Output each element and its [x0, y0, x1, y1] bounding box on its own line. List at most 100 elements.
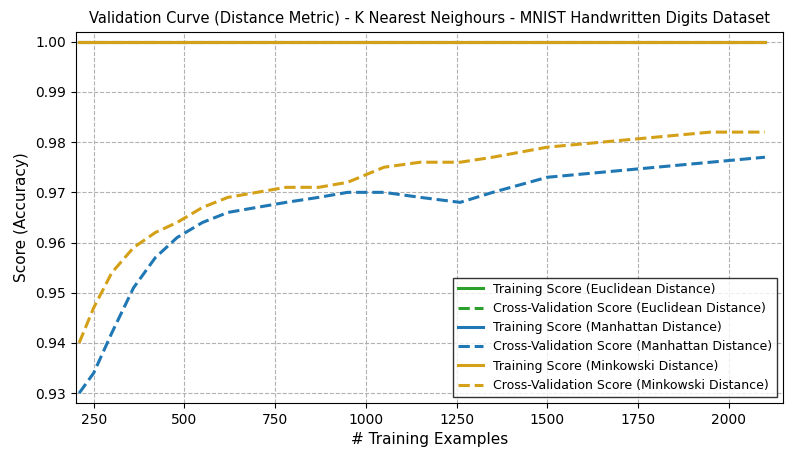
Training Score (Euclidean Distance) [706, 39, 716, 44]
Training Score (Manhattan Distance) [416, 39, 425, 44]
Training Score (Manhattan Distance) [129, 39, 138, 44]
Cross-Validation Score (Minkowski Distance) [150, 230, 160, 235]
Cross-Validation Score (Manhattan Distance) [343, 190, 352, 195]
Cross-Validation Score (Manhattan Distance) [129, 285, 138, 290]
Training Score (Minkowski Distance) [456, 39, 465, 44]
Cross-Validation Score (Euclidean Distance) [75, 39, 84, 44]
Training Score (Euclidean Distance) [198, 39, 207, 44]
Training Score (Minkowski Distance) [597, 39, 607, 44]
Cross-Validation Score (Euclidean Distance) [107, 39, 117, 44]
Cross-Validation Score (Minkowski Distance) [706, 130, 716, 135]
Training Score (Manhattan Distance) [760, 39, 770, 44]
Training Score (Manhattan Distance) [314, 39, 324, 44]
Cross-Validation Score (Euclidean Distance) [760, 39, 770, 44]
Training Score (Euclidean Distance) [651, 39, 661, 44]
Cross-Validation Score (Manhattan Distance) [651, 164, 661, 170]
Training Score (Minkowski Distance) [314, 39, 324, 44]
Training Score (Euclidean Distance) [281, 39, 291, 44]
Cross-Validation Score (Manhattan Distance) [379, 190, 389, 195]
Training Score (Manhattan Distance) [252, 39, 262, 44]
Cross-Validation Score (Manhattan Distance) [456, 200, 465, 205]
Y-axis label: Score (Accuracy): Score (Accuracy) [14, 153, 29, 282]
Training Score (Manhattan Distance) [75, 39, 84, 44]
Training Score (Euclidean Distance) [343, 39, 352, 44]
Training Score (Minkowski Distance) [75, 39, 84, 44]
Training Score (Manhattan Distance) [173, 39, 182, 44]
Title: Validation Curve (Distance Metric) - K Nearest Neighours - MNIST Handwritten Dig: Validation Curve (Distance Metric) - K N… [89, 11, 770, 26]
Cross-Validation Score (Manhattan Distance) [542, 174, 552, 180]
Cross-Validation Score (Euclidean Distance) [597, 39, 607, 44]
Line: Cross-Validation Score (Manhattan Distance): Cross-Validation Score (Manhattan Distan… [80, 157, 765, 393]
Cross-Validation Score (Euclidean Distance) [150, 39, 160, 44]
Training Score (Manhattan Distance) [597, 39, 607, 44]
Cross-Validation Score (Minkowski Distance) [173, 220, 182, 225]
Cross-Validation Score (Euclidean Distance) [651, 39, 661, 44]
Cross-Validation Score (Minkowski Distance) [651, 135, 661, 140]
Training Score (Minkowski Distance) [252, 39, 262, 44]
Training Score (Euclidean Distance) [223, 39, 233, 44]
Cross-Validation Score (Euclidean Distance) [89, 39, 99, 44]
Cross-Validation Score (Minkowski Distance) [223, 195, 233, 200]
Training Score (Minkowski Distance) [542, 39, 552, 44]
Training Score (Minkowski Distance) [343, 39, 352, 44]
Cross-Validation Score (Minkowski Distance) [542, 145, 552, 150]
Cross-Validation Score (Euclidean Distance) [314, 39, 324, 44]
Cross-Validation Score (Manhattan Distance) [416, 195, 425, 200]
Cross-Validation Score (Minkowski Distance) [456, 159, 465, 165]
Training Score (Manhattan Distance) [379, 39, 389, 44]
Cross-Validation Score (Euclidean Distance) [173, 39, 182, 44]
Cross-Validation Score (Minkowski Distance) [129, 245, 138, 250]
Cross-Validation Score (Manhattan Distance) [597, 169, 607, 175]
Cross-Validation Score (Euclidean Distance) [379, 39, 389, 44]
Cross-Validation Score (Euclidean Distance) [198, 39, 207, 44]
Cross-Validation Score (Minkowski Distance) [281, 185, 291, 190]
Training Score (Manhattan Distance) [542, 39, 552, 44]
Cross-Validation Score (Minkowski Distance) [379, 164, 389, 170]
Cross-Validation Score (Euclidean Distance) [488, 39, 498, 44]
Training Score (Minkowski Distance) [416, 39, 425, 44]
Training Score (Manhattan Distance) [198, 39, 207, 44]
Training Score (Euclidean Distance) [150, 39, 160, 44]
Training Score (Euclidean Distance) [379, 39, 389, 44]
Line: Cross-Validation Score (Minkowski Distance): Cross-Validation Score (Minkowski Distan… [80, 132, 765, 343]
Training Score (Manhattan Distance) [343, 39, 352, 44]
Training Score (Minkowski Distance) [223, 39, 233, 44]
Cross-Validation Score (Manhattan Distance) [281, 200, 291, 205]
Training Score (Euclidean Distance) [456, 39, 465, 44]
Cross-Validation Score (Euclidean Distance) [343, 39, 352, 44]
Training Score (Minkowski Distance) [706, 39, 716, 44]
Training Score (Euclidean Distance) [173, 39, 182, 44]
Cross-Validation Score (Minkowski Distance) [597, 140, 607, 145]
Training Score (Euclidean Distance) [760, 39, 770, 44]
Training Score (Euclidean Distance) [89, 39, 99, 44]
Training Score (Minkowski Distance) [488, 39, 498, 44]
Training Score (Minkowski Distance) [198, 39, 207, 44]
Cross-Validation Score (Manhattan Distance) [198, 220, 207, 225]
Training Score (Euclidean Distance) [252, 39, 262, 44]
Training Score (Manhattan Distance) [223, 39, 233, 44]
Cross-Validation Score (Minkowski Distance) [89, 305, 99, 310]
Training Score (Euclidean Distance) [314, 39, 324, 44]
Cross-Validation Score (Euclidean Distance) [281, 39, 291, 44]
Training Score (Minkowski Distance) [129, 39, 138, 44]
Training Score (Minkowski Distance) [379, 39, 389, 44]
Training Score (Minkowski Distance) [107, 39, 117, 44]
Cross-Validation Score (Manhattan Distance) [252, 205, 262, 210]
Training Score (Minkowski Distance) [173, 39, 182, 44]
Cross-Validation Score (Minkowski Distance) [75, 340, 84, 346]
Cross-Validation Score (Manhattan Distance) [706, 159, 716, 165]
Training Score (Manhattan Distance) [89, 39, 99, 44]
Cross-Validation Score (Manhattan Distance) [760, 154, 770, 160]
Training Score (Euclidean Distance) [542, 39, 552, 44]
Cross-Validation Score (Minkowski Distance) [760, 130, 770, 135]
Cross-Validation Score (Minkowski Distance) [198, 205, 207, 210]
Cross-Validation Score (Manhattan Distance) [75, 390, 84, 396]
Training Score (Manhattan Distance) [488, 39, 498, 44]
Legend: Training Score (Euclidean Distance), Cross-Validation Score (Euclidean Distance): Training Score (Euclidean Distance), Cro… [452, 278, 777, 397]
Cross-Validation Score (Manhattan Distance) [89, 371, 99, 376]
Training Score (Manhattan Distance) [107, 39, 117, 44]
Cross-Validation Score (Manhattan Distance) [314, 195, 324, 200]
Training Score (Euclidean Distance) [488, 39, 498, 44]
Training Score (Minkowski Distance) [651, 39, 661, 44]
Cross-Validation Score (Manhattan Distance) [488, 190, 498, 195]
